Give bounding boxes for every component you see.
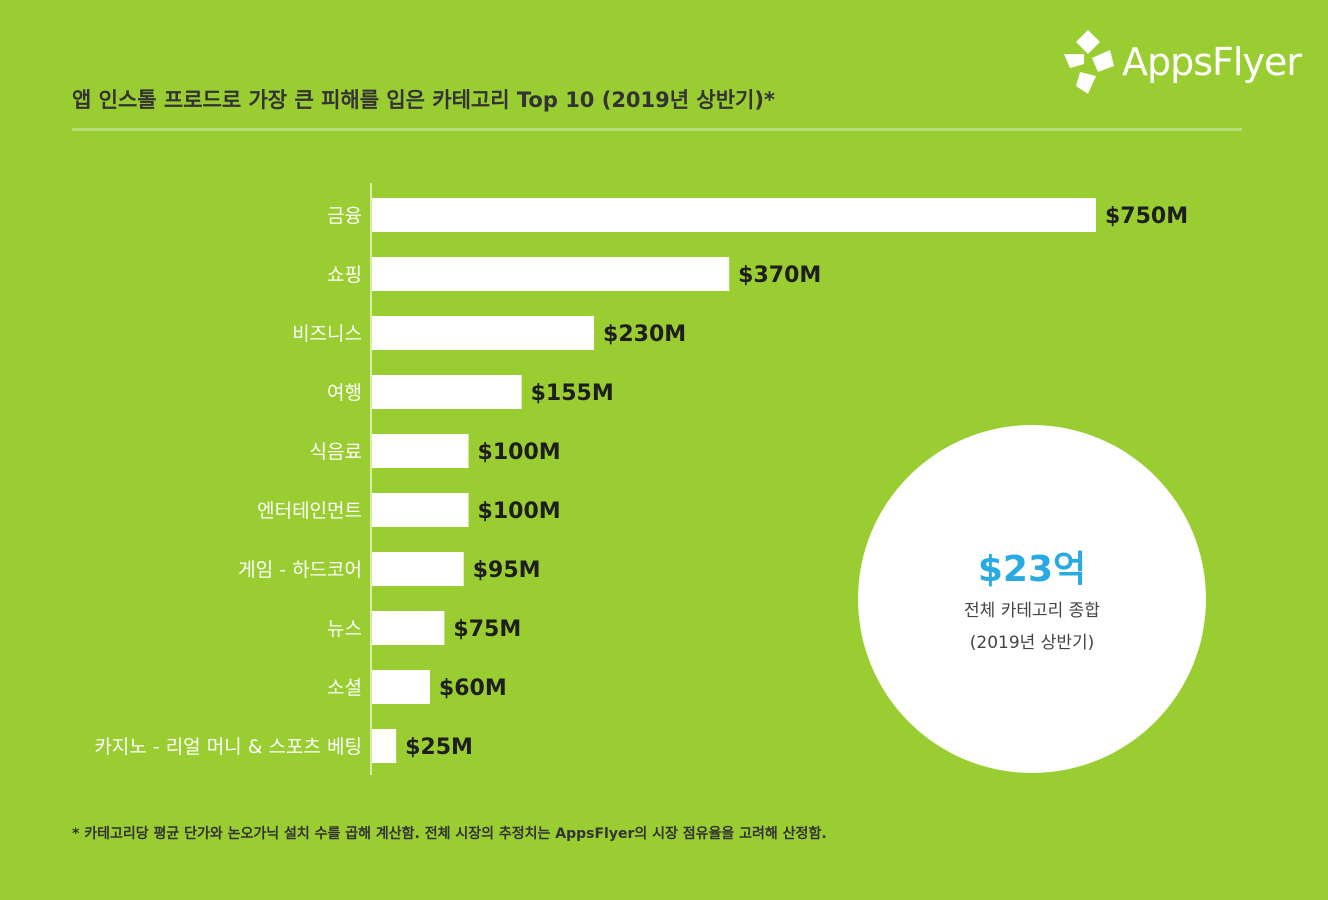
- total-circle: [858, 425, 1206, 773]
- category-label: 식음료: [310, 441, 362, 463]
- value-label: $100M: [478, 440, 561, 465]
- total-value: $23억: [977, 549, 1087, 590]
- appsflyer-leaf-icon: [1064, 30, 1114, 94]
- bar-chart: 금융 $750M 쇼핑 $370M 비즈니스 $230M 여행 $155M 식음료 $100M 엔터…: [94, 183, 1188, 775]
- bar: [372, 316, 595, 350]
- category-label: 뉴스: [327, 618, 362, 640]
- bar: [372, 434, 469, 468]
- value-label: $60M: [439, 676, 507, 701]
- bar: [372, 552, 464, 586]
- category-label: 게임 - 하드코어: [238, 559, 362, 581]
- total-label: 전체 카테고리 종합: [964, 601, 1100, 621]
- value-label: $370M: [738, 263, 821, 288]
- bar: [372, 611, 445, 645]
- category-label: 여행: [327, 382, 362, 404]
- bar: [372, 257, 730, 291]
- value-label: $750M: [1105, 204, 1188, 229]
- category-label: 비즈니스: [292, 323, 362, 345]
- value-label: $230M: [603, 322, 686, 347]
- bar: [372, 729, 397, 763]
- appsflyer-logo-text: AppsFlyer: [1122, 40, 1302, 84]
- value-label: $25M: [405, 735, 473, 760]
- chart-title: 앱 인스톨 프로드로 가장 큰 피해를 입은 카테고리 Top 10 (2019…: [72, 88, 775, 112]
- value-label: $155M: [531, 381, 614, 406]
- bar: [372, 493, 469, 527]
- category-label: 소셜: [327, 677, 362, 699]
- category-label: 쇼핑: [327, 264, 362, 286]
- title-divider: [72, 128, 1242, 131]
- bar: [372, 375, 522, 409]
- category-label: 카지노 - 리얼 머니 & 스포츠 베팅: [94, 736, 362, 758]
- value-label: $95M: [473, 558, 541, 583]
- bar: [372, 670, 430, 704]
- category-label: 금융: [327, 205, 362, 227]
- footnote: * 카테고리당 평균 단가와 논오가닉 설치 수를 곱해 계산함. 전체 시장의…: [72, 826, 827, 842]
- value-label: $100M: [478, 499, 561, 524]
- category-label: 엔터테인먼트: [257, 500, 362, 522]
- total-period: (2019년 상반기): [969, 633, 1095, 653]
- value-label: $75M: [453, 617, 521, 642]
- bar: [372, 198, 1096, 232]
